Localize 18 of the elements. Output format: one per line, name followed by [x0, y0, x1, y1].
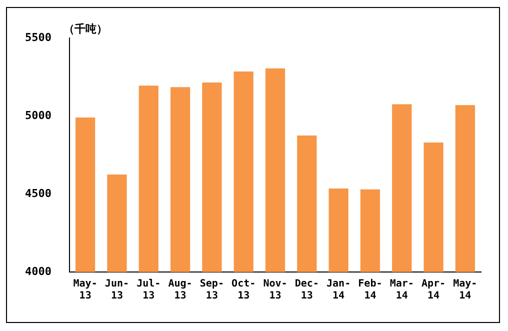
x-tick-label: Aug-13	[168, 278, 192, 302]
x-tick-label: May-14	[453, 278, 478, 302]
x-tick-label: Jun-13	[104, 278, 130, 302]
y-axis-title: （千吨）	[63, 22, 108, 36]
x-tick-label: Jan-14	[326, 278, 351, 302]
x-tick-label: Dec-13	[294, 278, 319, 302]
x-tick-label: Oct-13	[232, 278, 256, 302]
x-tick-label: Sep-13	[200, 278, 224, 302]
x-tick-label: Apr-14	[421, 278, 446, 302]
y-tick-label: 5500	[24, 30, 52, 44]
x-tick-label: Nov-13	[263, 278, 288, 302]
y-tick-label: 5000	[24, 108, 52, 122]
y-tick-label: 4500	[24, 186, 52, 200]
x-tick-label: May-13	[73, 278, 98, 302]
x-tick-label: Jul-13	[136, 278, 161, 302]
y-tick-label: 4000	[24, 264, 52, 278]
x-tick-label: Mar-14	[390, 278, 414, 302]
x-tick-label: Feb-14	[358, 278, 382, 302]
